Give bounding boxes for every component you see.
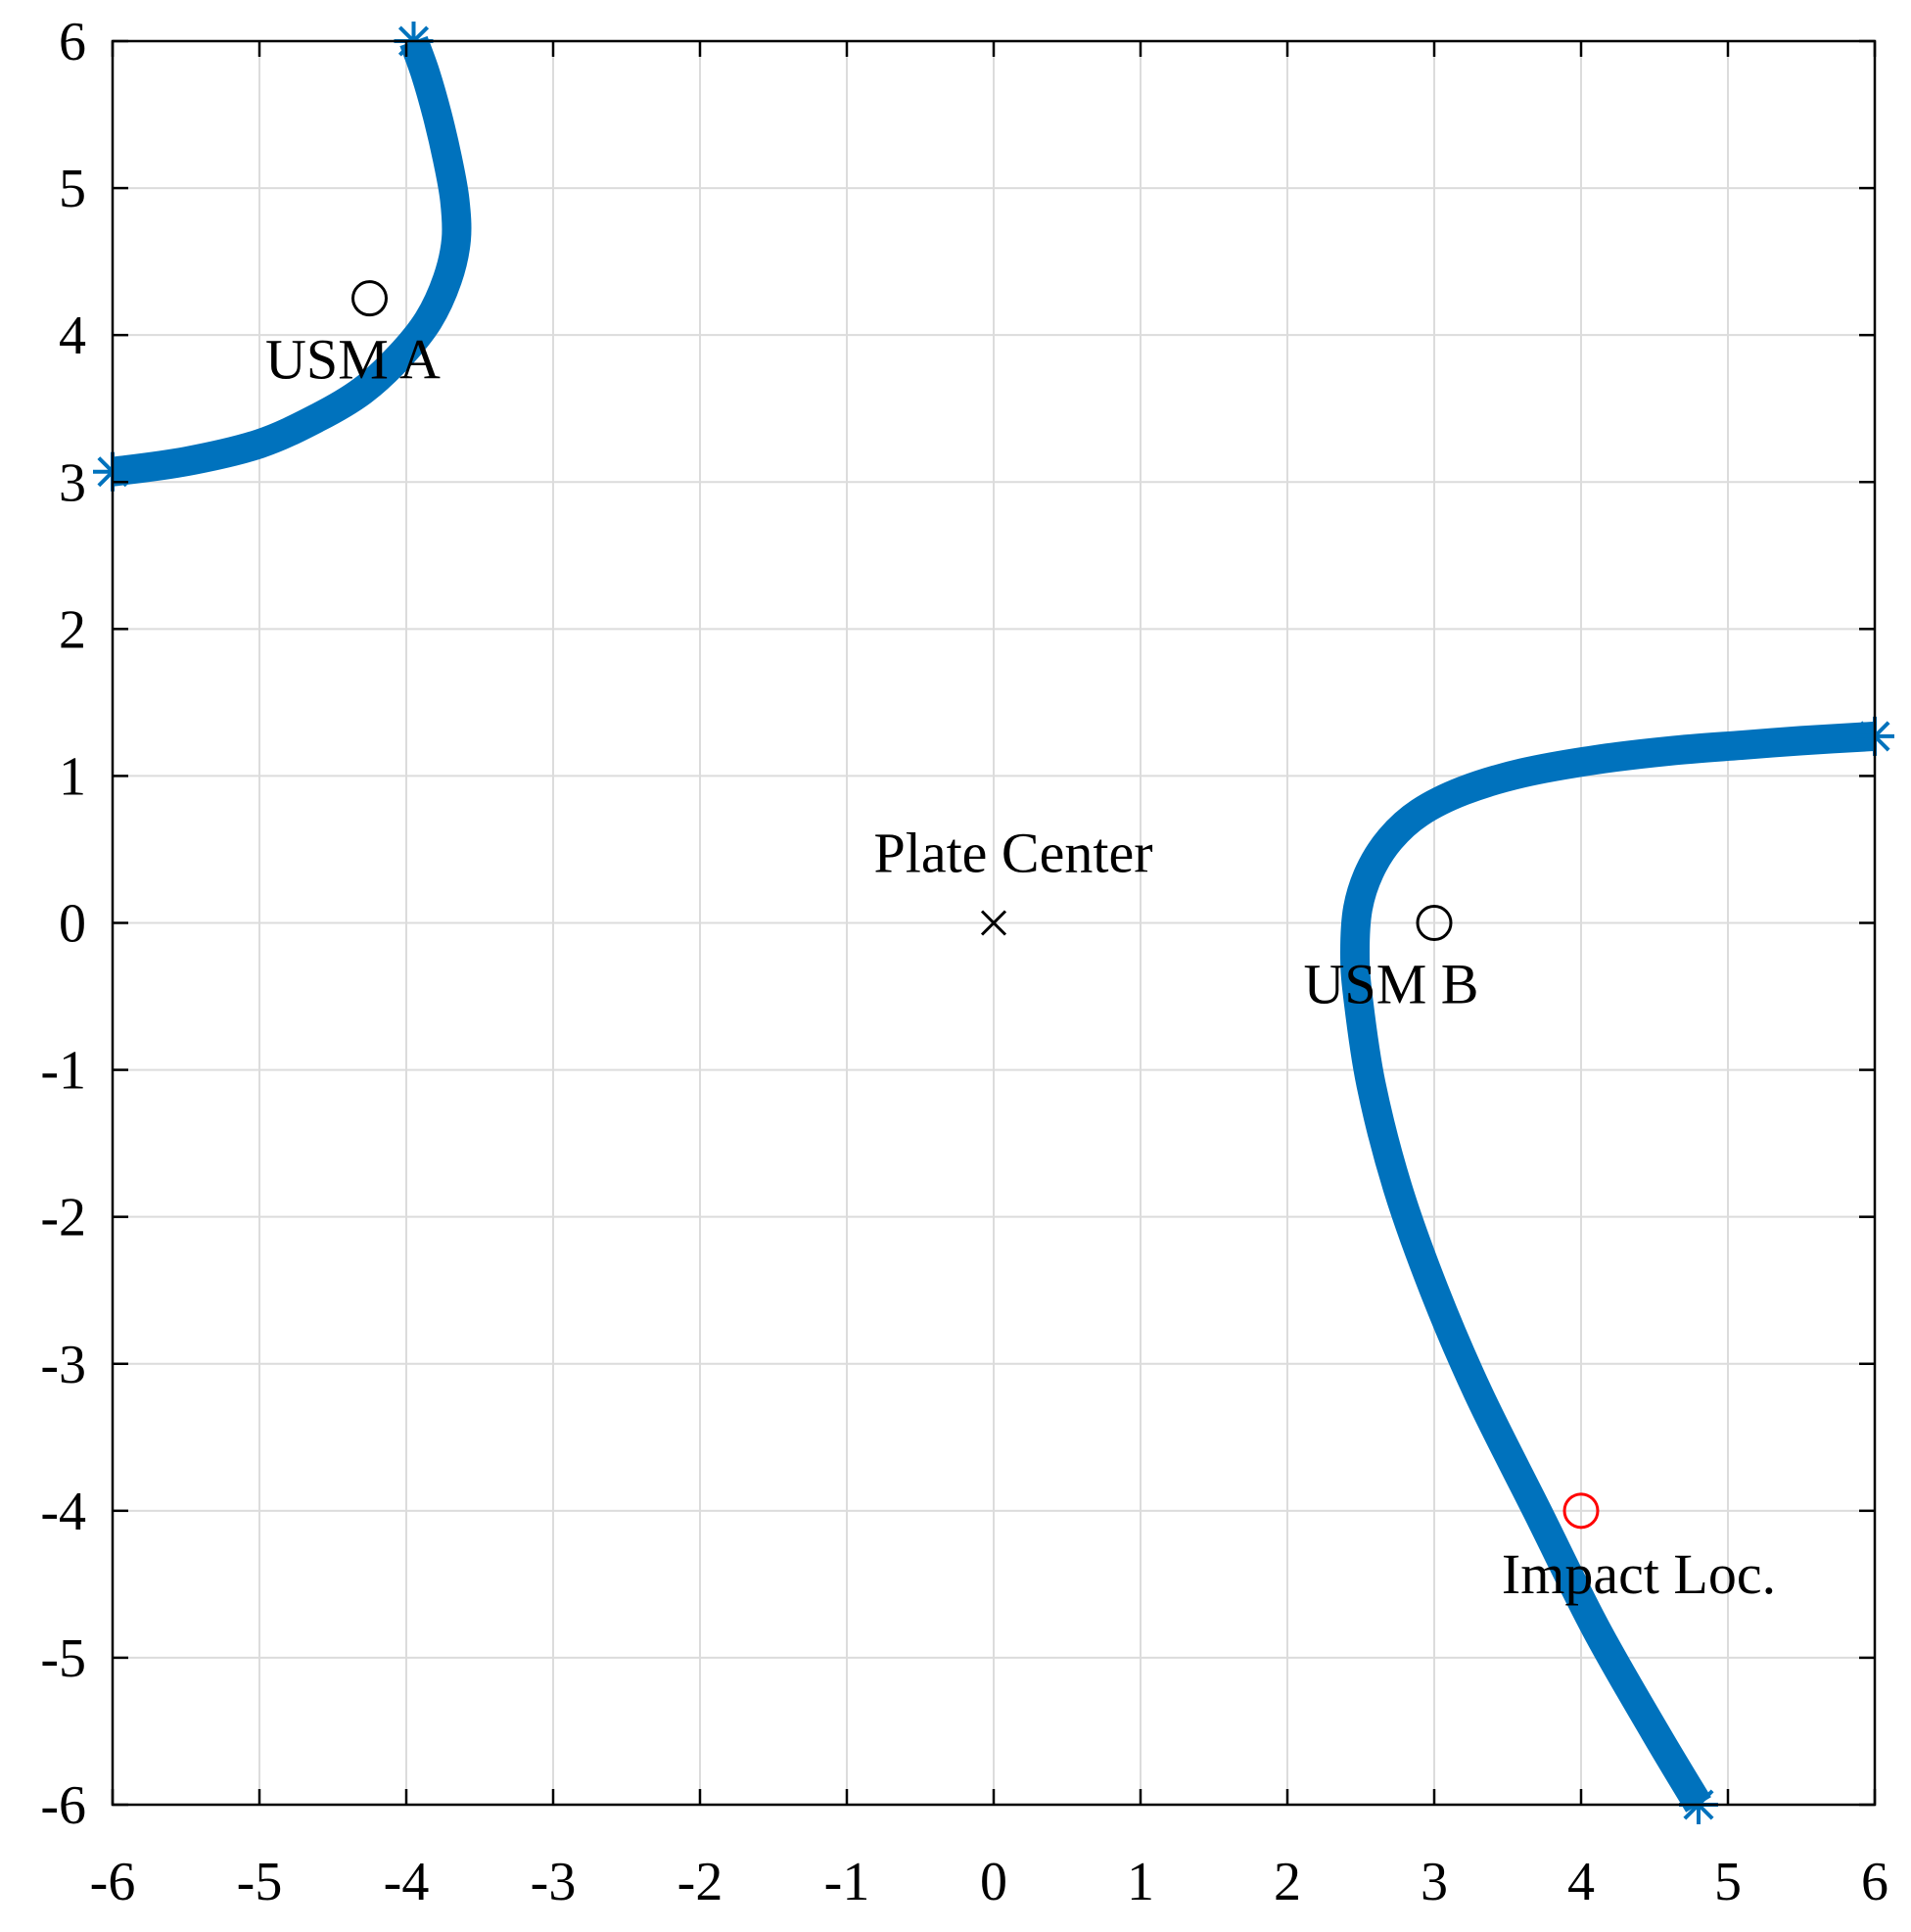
annotation-label: USM A [265,328,441,392]
y-tick-label: 3 [59,452,86,513]
annotations: USM A USM B Plate Center Impact Loc. [265,328,1776,1606]
x-tick-label: -6 [90,1852,136,1912]
x-tick-label: -5 [237,1852,283,1912]
x-tick-label: -1 [824,1852,870,1912]
x-tick-label: -3 [531,1852,577,1912]
sensor-marker [1416,905,1453,941]
x-tick-label: 1 [1127,1852,1154,1912]
y-tick-label: -6 [40,1775,86,1836]
y-tick-label: 6 [59,12,86,72]
center-x-marker [980,910,1007,936]
x-tick-label: 6 [1861,1852,1888,1912]
x-tick-label: 0 [980,1852,1007,1912]
annotation-label: USM B [1304,953,1479,1016]
x-tick-label: -2 [677,1852,723,1912]
y-tick-label: -5 [40,1628,86,1689]
x-tick-label: 2 [1274,1852,1301,1912]
y-tick-label: -4 [40,1482,86,1542]
axis-ticks: -6 -5 -4 -3 -2 -1 0 1 2 3 4 5 6 -6 -5 -4 -3 -2 -1 0 1 2 3 4 5 6 [40,12,1888,1912]
sensor-marker [351,280,388,317]
x-tick-label: 5 [1714,1852,1742,1912]
hyperbola-curve [1340,721,1876,1813]
annotation-label: Plate Center [873,822,1152,885]
y-tick-label: 5 [59,159,86,219]
x-tick-label: -4 [384,1852,430,1912]
y-tick-label: 1 [59,746,86,807]
y-tick-label: -1 [40,1041,86,1102]
annotation-label: Impact Loc. [1502,1542,1776,1606]
y-tick-label: 4 [59,306,86,366]
point-markers [351,280,1600,1530]
hyperbola-curve [110,35,472,487]
y-tick-label: -3 [40,1335,86,1395]
sensor-marker [1562,1492,1600,1530]
y-tick-label: -2 [40,1188,86,1249]
x-tick-label: 3 [1421,1852,1448,1912]
y-tick-label: 2 [59,599,86,660]
x-tick-label: 4 [1567,1852,1595,1912]
y-tick-label: 0 [59,894,86,955]
